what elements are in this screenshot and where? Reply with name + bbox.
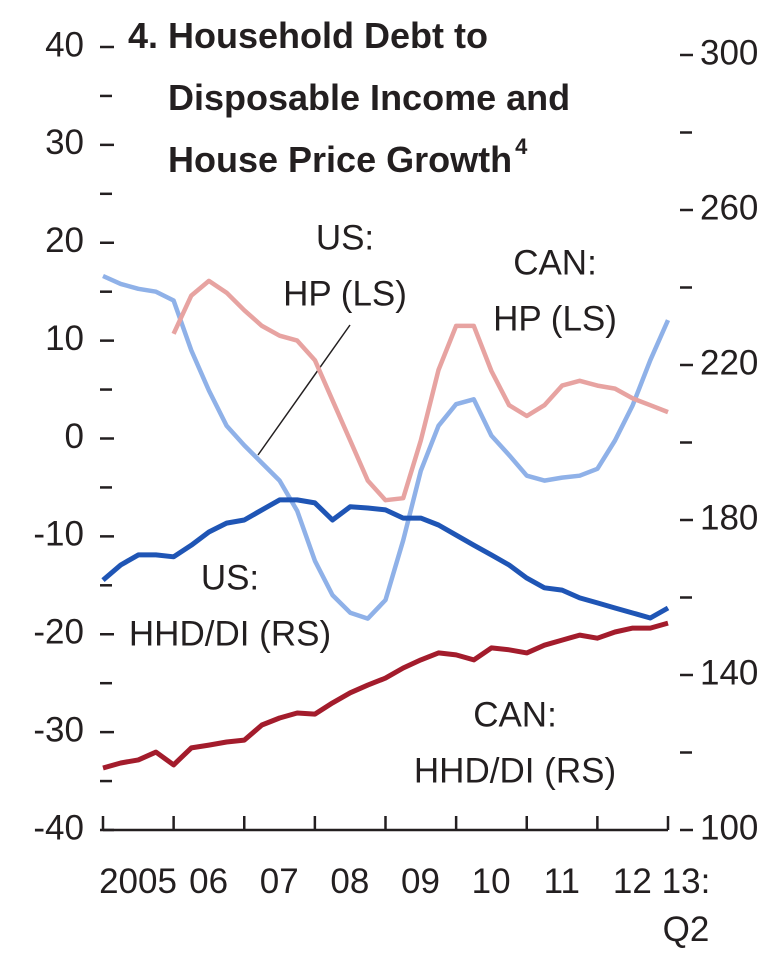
x-tick-label-box: 2005 — [99, 862, 177, 901]
annotation: US: — [201, 558, 259, 597]
series-line — [102, 620, 669, 771]
x-tick-label-box: 07 — [259, 862, 299, 901]
x-tick-label-box: 09 — [401, 862, 440, 901]
x-tick-label-box: 13: Q2 — [661, 862, 711, 949]
y2-tick-label: 180 — [700, 498, 758, 537]
y2-tick-label: 260 — [700, 188, 758, 227]
y2-tick-label: 100 — [700, 808, 758, 847]
x-tick-label: 11 — [543, 862, 580, 901]
y-tick-label: -40 — [33, 808, 84, 847]
x-tick-label: 12 — [612, 862, 652, 901]
series-line — [171, 278, 669, 503]
x-tick-label-box: 08 — [330, 862, 370, 901]
y2-tick-label: 220 — [700, 343, 758, 382]
title-footnote: 4 — [515, 134, 528, 159]
x-tick-label-box: 06 — [189, 862, 229, 901]
x-tick-label: 06 — [189, 862, 229, 901]
x-tick-label-box: 10 — [471, 862, 511, 901]
y2-tick-label: 140 — [700, 653, 758, 692]
annotation: HP (LS) — [493, 299, 617, 338]
y-tick-label: 10 — [45, 319, 84, 358]
x-tick-label: 10 — [471, 862, 511, 901]
chart-title: Disposable Income and — [168, 77, 570, 118]
x-tick-label: 07 — [259, 862, 299, 901]
x-tick-label-box: 12 — [612, 862, 652, 901]
annotation: CAN: — [473, 695, 557, 734]
y-tick-label: -30 — [33, 710, 84, 749]
x-tick-label: 13: Q2 — [661, 862, 711, 949]
annotation: HHD/DI (RS) — [129, 614, 331, 653]
x-tick-label: 08 — [330, 862, 370, 901]
chart-title: House Price Growth — [168, 139, 512, 180]
x-tick-label-box: 11 — [543, 862, 580, 901]
annotation: HP (LS) — [283, 274, 407, 313]
x-tick-label: 2005 — [99, 862, 177, 901]
chart-title: 4. Household Debt to — [128, 15, 488, 56]
leader-line — [257, 324, 351, 456]
y-tick-label: -20 — [33, 613, 84, 652]
series-line — [102, 273, 671, 621]
y2-tick-label: 300 — [700, 33, 758, 72]
annotation: CAN: — [513, 243, 597, 282]
x-tick-label: 09 — [401, 862, 440, 901]
y-tick-label: 30 — [45, 123, 84, 162]
annotation: US: — [316, 218, 374, 257]
y-tick-label: -10 — [33, 515, 84, 554]
annotation: HHD/DI (RS) — [414, 751, 616, 790]
y-tick-label: 0 — [65, 417, 84, 456]
y-tick-label: 20 — [45, 221, 84, 260]
y-tick-label: 40 — [45, 25, 84, 64]
series-line — [101, 497, 670, 621]
